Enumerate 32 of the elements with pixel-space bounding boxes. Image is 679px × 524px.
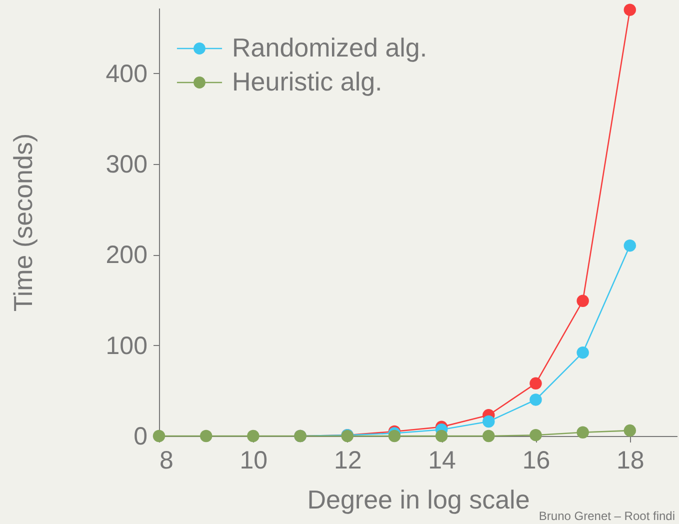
point <box>576 346 589 359</box>
legend-label: Randomized alg. <box>232 32 428 62</box>
point <box>247 430 260 442</box>
point <box>576 426 589 438</box>
x-axis-title: Degree in log scale <box>307 484 530 514</box>
x-tick-label: 14 <box>428 446 456 474</box>
legend-label: Heuristic alg. <box>232 66 382 96</box>
point <box>435 430 448 442</box>
point <box>200 430 212 442</box>
point <box>482 430 495 442</box>
text: Bruno Grenet – Root findi <box>538 509 675 523</box>
point <box>624 239 636 252</box>
x-tick-label: 8 <box>160 446 174 474</box>
y-tick-label: 0 <box>134 422 148 450</box>
x-tick-label: 18 <box>616 446 644 474</box>
y-tick-label: 300 <box>106 150 148 178</box>
y-tick-label: 200 <box>106 241 148 270</box>
x-tick-label: 10 <box>240 446 268 474</box>
point <box>152 430 166 442</box>
x-tick-label: 12 <box>334 446 362 474</box>
point <box>624 424 636 437</box>
point <box>624 4 636 16</box>
y-axis-title: Time (seconds) <box>8 133 38 312</box>
point <box>530 377 542 390</box>
point <box>576 294 589 307</box>
point <box>388 430 401 442</box>
point <box>482 415 495 428</box>
y-tick-label: 100 <box>106 332 148 360</box>
point <box>530 394 542 406</box>
x-tick-label: 16 <box>522 446 550 474</box>
point <box>530 428 542 442</box>
y-tick-label: 400 <box>106 60 148 88</box>
